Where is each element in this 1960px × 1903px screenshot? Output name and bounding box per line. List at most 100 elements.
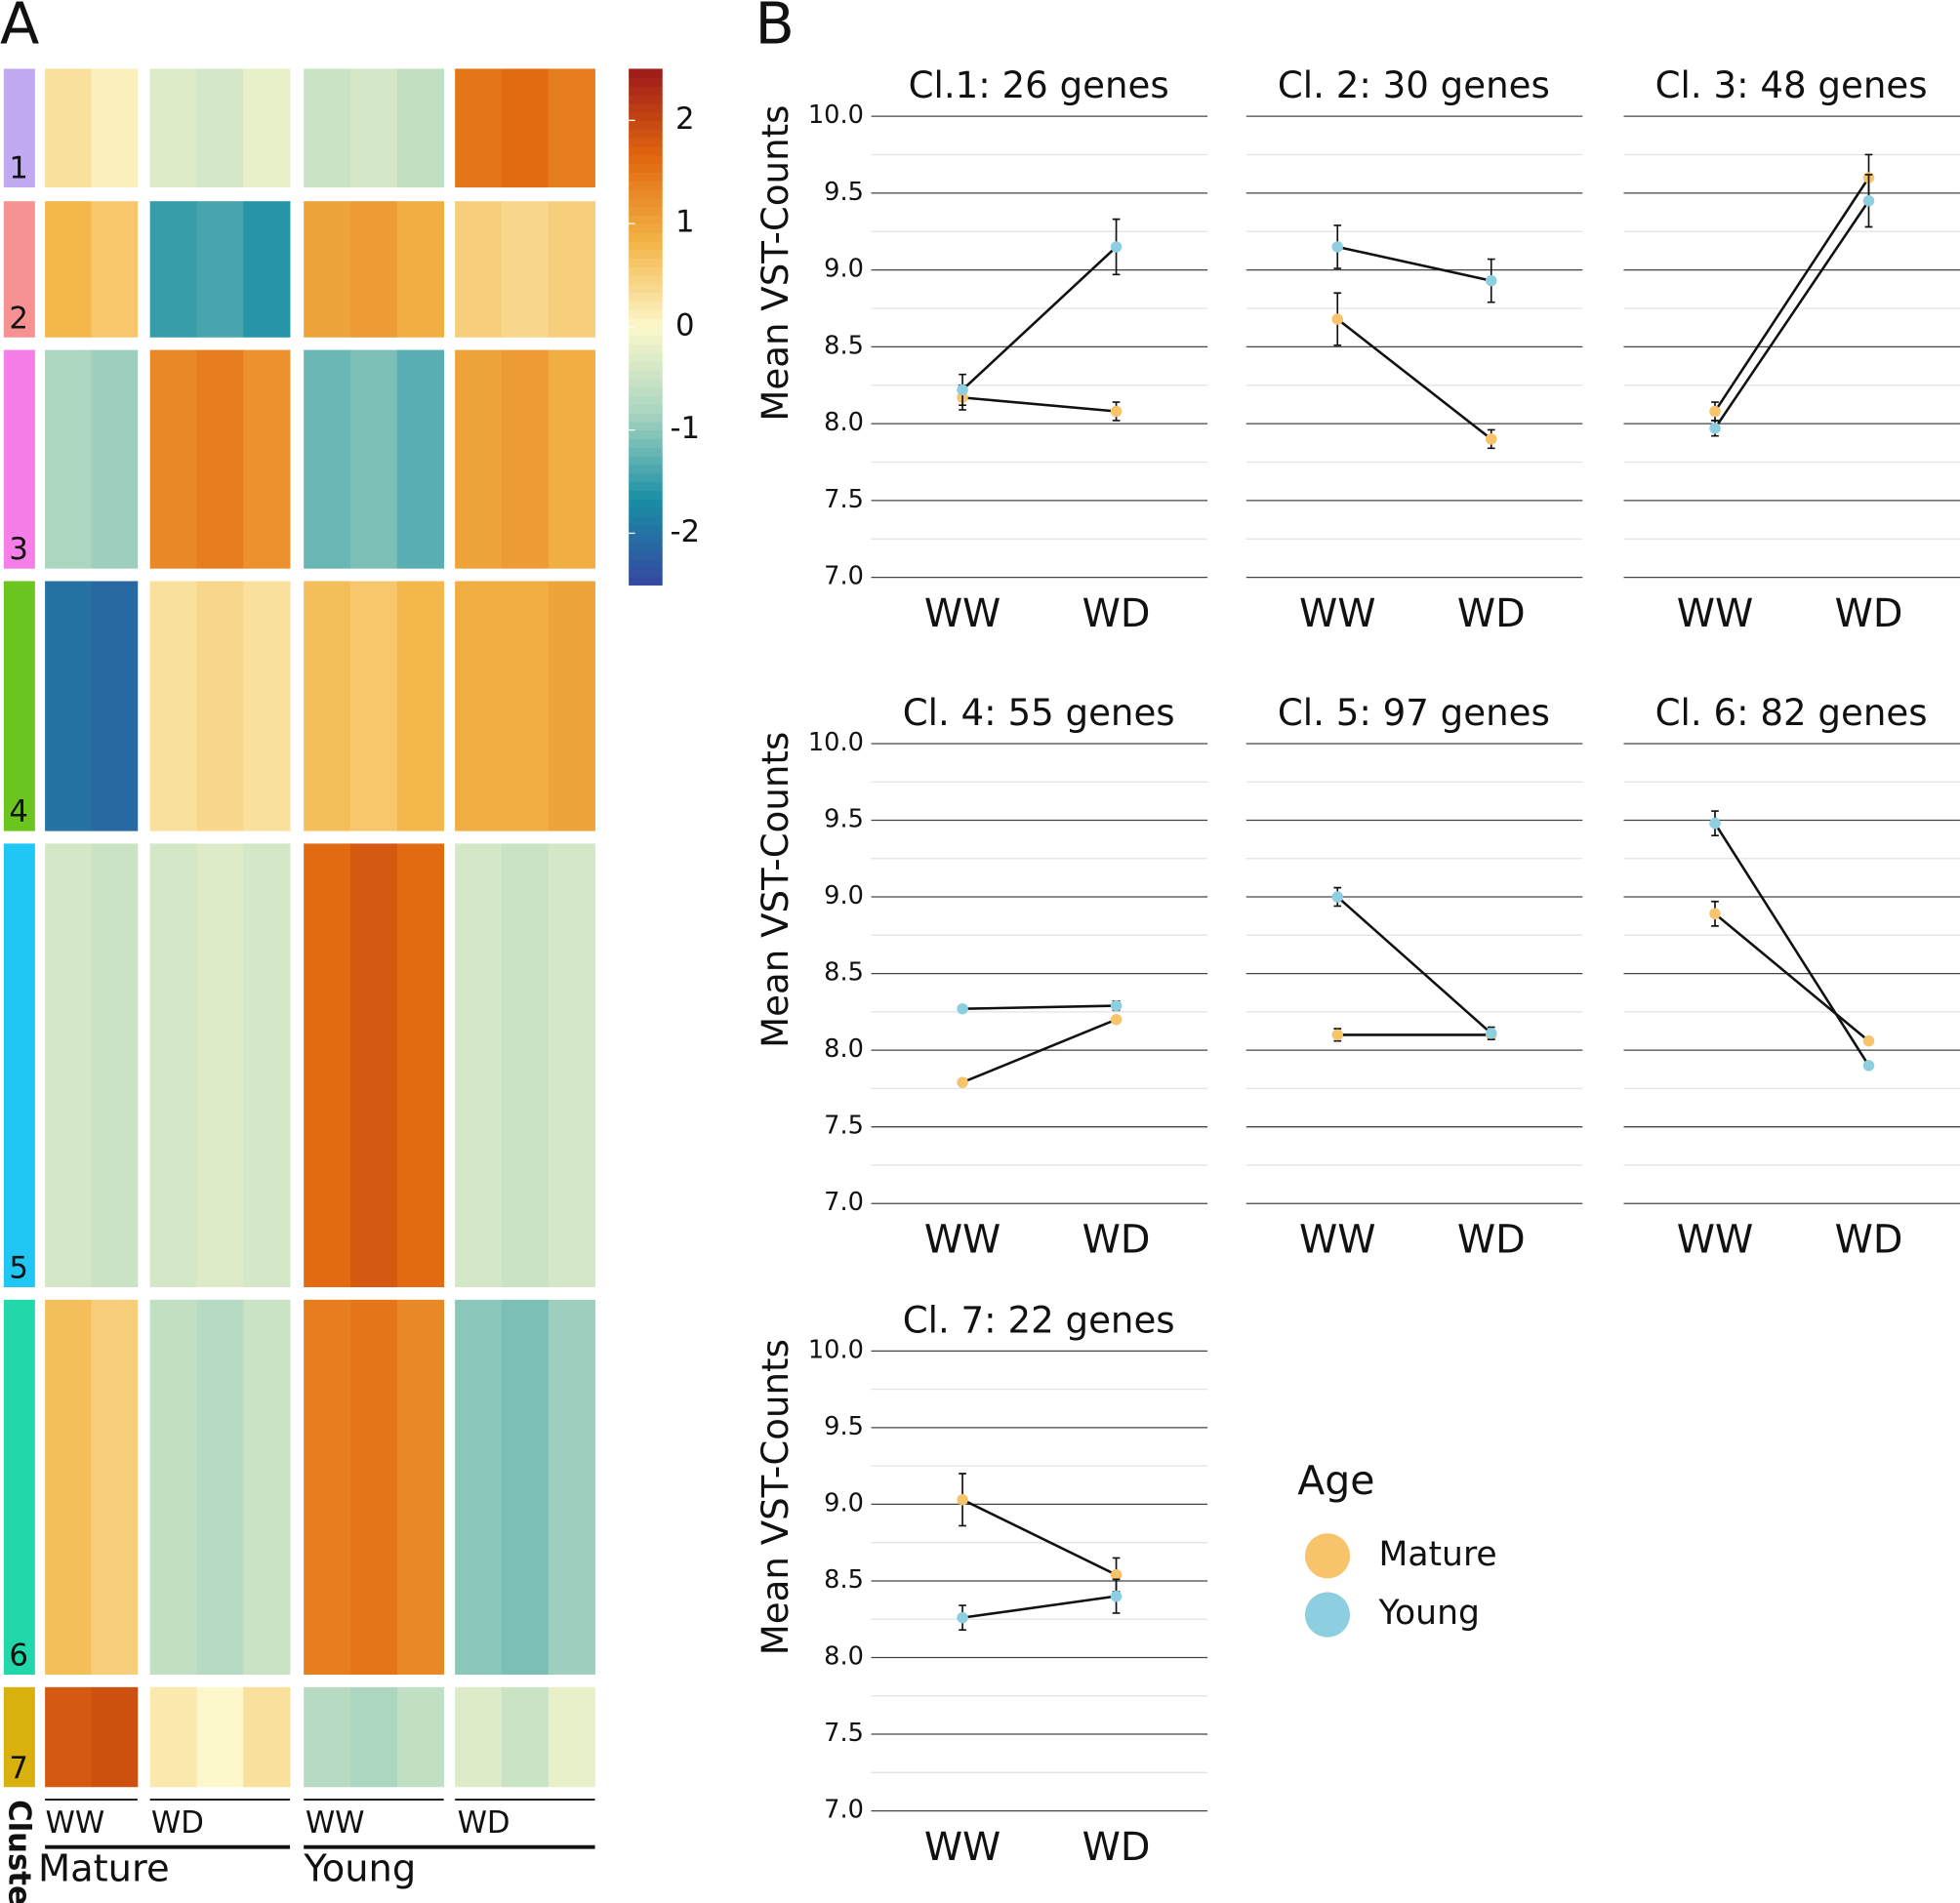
y-tick-label: 10.0 (808, 101, 864, 130)
heatmap-cell (455, 1299, 503, 1676)
y-tick-label: 10.0 (808, 1335, 864, 1364)
heatmap-cell (349, 843, 398, 1288)
colorbar-step (629, 404, 663, 414)
panel-label: B (755, 0, 794, 57)
colorbar-step (629, 301, 663, 310)
heatmap-cell (91, 581, 139, 831)
y-tick-label: 9.0 (824, 881, 864, 911)
legend-label: Young (1378, 1594, 1480, 1633)
colorbar-step (629, 386, 663, 397)
panel-label: A (0, 0, 39, 57)
heatmap-cell (304, 1299, 351, 1676)
data-point (1862, 1034, 1875, 1047)
colorbar-step (629, 567, 663, 578)
heatmap-cell (548, 1686, 595, 1788)
cluster-label: 6 (9, 1639, 28, 1674)
colorbar-step (629, 318, 663, 328)
heatmap-cell (396, 349, 444, 569)
heatmap-cell (349, 68, 398, 188)
series-line (961, 396, 1117, 413)
colorbar-step (629, 429, 663, 440)
cluster-label: 4 (9, 794, 28, 830)
heatmap-cell (149, 1299, 197, 1676)
heatmap-cell (45, 843, 92, 1288)
heatmap-cell (243, 349, 291, 569)
y-tick-label: 8.0 (824, 1642, 864, 1672)
heatmap-cell (304, 201, 351, 338)
heatmap-cell (243, 68, 291, 188)
colorbar-step (629, 86, 663, 96)
heatmap-cell (501, 68, 550, 188)
data-point (1485, 1028, 1497, 1039)
y-axis-label: Mean VST-Counts (755, 732, 796, 1048)
colorbar-step (629, 240, 663, 251)
heatmap-cell (149, 581, 197, 831)
heatmap-cell (548, 201, 595, 338)
heatmap-cell (196, 201, 244, 338)
heatmap-cell (243, 201, 291, 338)
colorbar-tick-label: -2 (670, 514, 700, 549)
cluster-bar (3, 1686, 35, 1788)
data-point (957, 1611, 968, 1624)
colorbar-step (629, 472, 663, 483)
data-point (1331, 241, 1344, 253)
colorbar-step (629, 558, 663, 569)
colorbar-step (629, 438, 663, 448)
heatmap-cell (548, 581, 595, 831)
column-label: WW (45, 1805, 104, 1841)
x-tick-label: WD (1457, 1217, 1526, 1262)
heatmap-cell (45, 349, 92, 569)
heatmap-cell (149, 843, 197, 1288)
cluster-bar (3, 349, 35, 569)
series-line (962, 1004, 1117, 1010)
cluster-label: 2 (9, 301, 28, 336)
colorbar-step (629, 352, 663, 362)
colorbar-step (629, 111, 663, 121)
colorbar-step (629, 258, 663, 267)
colorbar-step (629, 344, 663, 353)
x-tick-label: WW (1677, 1217, 1753, 1262)
cluster-bar (3, 581, 35, 831)
colorbar-step (629, 181, 663, 190)
chart-title: Cl. 5: 97 genes (1278, 692, 1550, 734)
y-tick-label: 8.5 (824, 1565, 864, 1595)
series-line (961, 1498, 1118, 1576)
heatmap-cell (91, 349, 139, 569)
x-tick-label: WW (1299, 1217, 1375, 1262)
data-point (1709, 405, 1721, 418)
data-point (1709, 423, 1721, 434)
heatmap-cell (455, 843, 503, 1288)
heatmap-cell (501, 1299, 550, 1676)
heatmap-cell (349, 581, 398, 831)
heatmap-cell (45, 1299, 92, 1676)
heatmap-cell (91, 201, 139, 338)
data-point (1110, 1013, 1123, 1026)
heatmap-cell (501, 843, 550, 1288)
colorbar-step (629, 266, 663, 276)
cluster-label: 5 (9, 1251, 28, 1286)
heatmap-cell (455, 1686, 503, 1788)
colorbar-step (629, 542, 663, 551)
legend-swatch (1304, 1592, 1351, 1638)
heatmap-cell (396, 1299, 444, 1676)
cluster-bar (3, 843, 35, 1288)
chart-title: Cl. 4: 55 genes (903, 692, 1175, 734)
y-tick-label: 7.5 (824, 1719, 864, 1748)
heatmap-cell (149, 1686, 197, 1788)
colorbar-step (629, 172, 663, 182)
colorbar-step (629, 145, 663, 156)
heatmap-cell (45, 201, 92, 338)
x-tick-label: WD (1457, 591, 1526, 636)
series-line (961, 1595, 1117, 1619)
heatmap-cell (304, 581, 351, 831)
series-line (1336, 245, 1492, 282)
legend-label: Mature (1379, 1535, 1497, 1574)
x-tick-label: WW (1677, 591, 1753, 636)
series-line (961, 246, 1118, 391)
row-title: Cluster (1, 1800, 36, 1903)
y-tick-label: 7.0 (824, 1796, 864, 1825)
heatmap-cell (349, 349, 398, 569)
colorbar-step (629, 197, 663, 208)
